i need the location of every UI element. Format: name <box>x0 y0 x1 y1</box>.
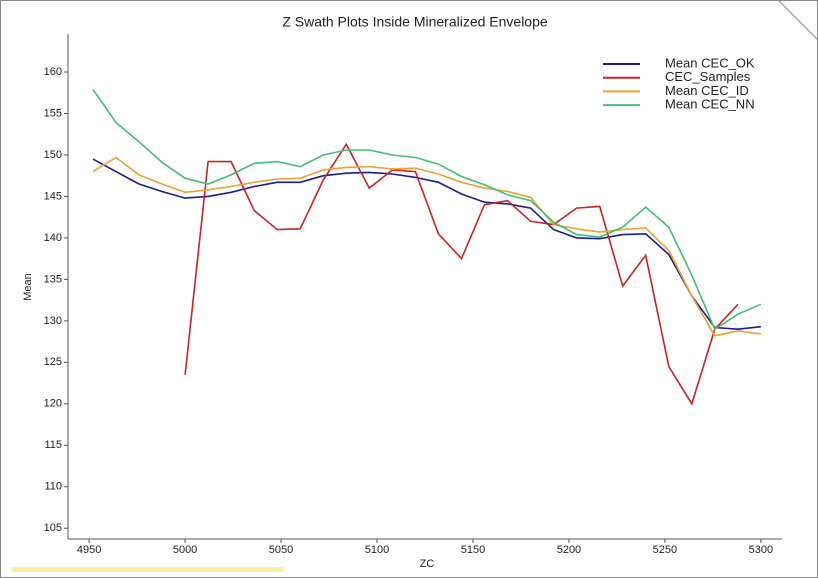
y-tick-label: 155 <box>44 107 62 119</box>
x-axis-label: ZC <box>420 558 435 570</box>
legend-label: Mean CEC_ID <box>665 83 749 98</box>
y-tick-label: 105 <box>44 522 62 534</box>
x-tick-label: 5300 <box>749 544 773 556</box>
legend-label: Mean CEC_NN <box>665 97 755 112</box>
y-tick-label: 125 <box>44 356 62 368</box>
y-tick-label: 120 <box>44 398 62 410</box>
x-tick-label: 5000 <box>173 544 197 556</box>
y-tick-label: 140 <box>44 232 62 244</box>
y-tick-label: 150 <box>44 149 62 161</box>
series-line <box>92 88 762 331</box>
y-tick-label: 110 <box>44 481 62 493</box>
x-tick-label: 4950 <box>77 544 101 556</box>
y-tick-label: 135 <box>44 273 62 285</box>
chart-title: Z Swath Plots Inside Mineralized Envelop… <box>282 14 548 30</box>
x-tick-label: 5100 <box>365 544 389 556</box>
x-tick-label: 5050 <box>269 544 293 556</box>
y-tick-label: 130 <box>44 315 62 327</box>
y-tick-label: 115 <box>44 439 62 451</box>
y-tick-label: 145 <box>44 190 62 202</box>
x-tick-label: 5200 <box>557 544 581 556</box>
x-tick-label: 5150 <box>461 544 485 556</box>
corner-decoration <box>777 0 818 41</box>
y-axis-label: Mean <box>22 273 34 301</box>
legend-label: Mean CEC_OK <box>665 55 755 70</box>
series-line <box>92 156 762 337</box>
scroll-bar <box>12 567 284 572</box>
legend-label: CEC_Samples <box>665 69 751 84</box>
y-tick-label: 160 <box>44 66 62 78</box>
series-line <box>184 142 739 406</box>
x-tick-label: 5250 <box>653 544 677 556</box>
